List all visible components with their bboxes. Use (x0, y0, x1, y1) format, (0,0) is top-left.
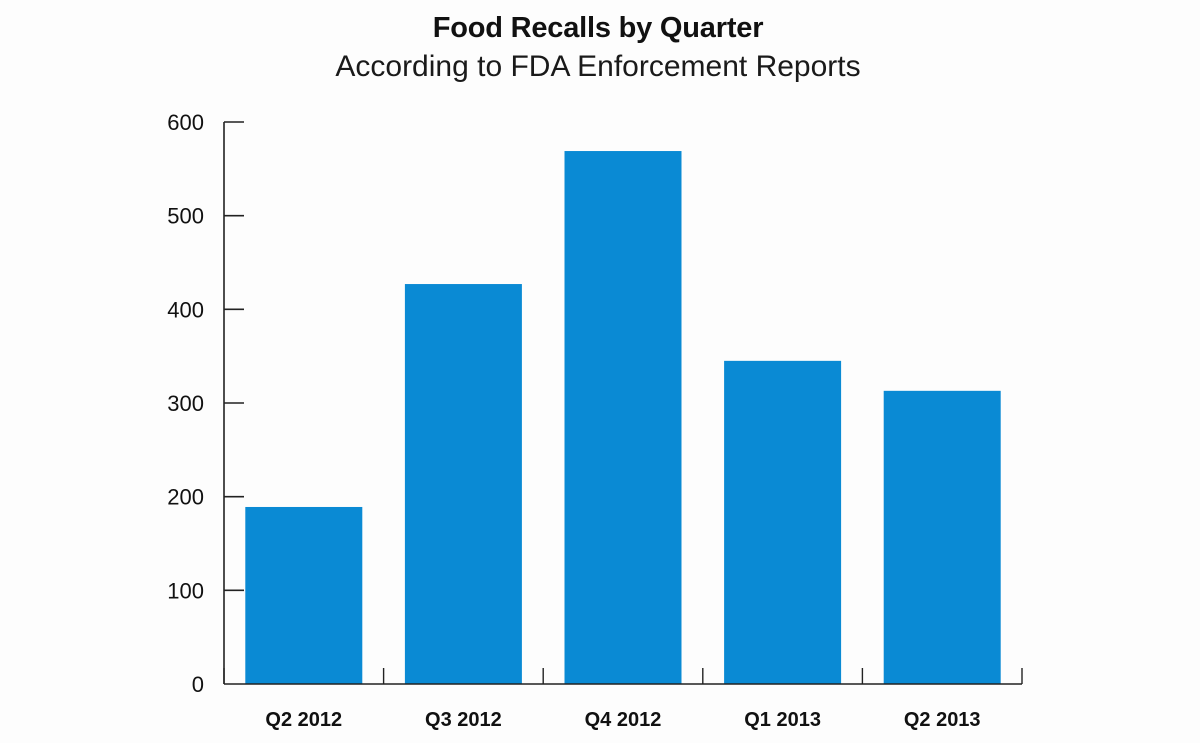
y-tick-label: 400 (167, 297, 204, 322)
y-tick-label: 0 (192, 672, 204, 697)
chart-title: Food Recalls by Quarter (432, 12, 764, 44)
x-tick-label: Q3 2012 (425, 709, 502, 731)
x-tick-label: Q2 2012 (265, 709, 342, 731)
x-tick-label: Q2 2013 (904, 709, 981, 731)
bar-q1-2013 (724, 360, 842, 684)
y-tick-label: 300 (167, 391, 204, 416)
y-axis: 0 100 200 300 400 500 600 (167, 110, 244, 697)
bar-q2-2013 (883, 390, 1001, 684)
y-tick-label: 600 (167, 110, 204, 135)
y-tick-label: 100 (167, 578, 204, 603)
bars (245, 151, 1001, 684)
bar-q4-2012 (564, 151, 682, 684)
x-tick-label: Q4 2012 (585, 709, 662, 731)
y-tick-label: 500 (167, 204, 204, 229)
bar-q2-2012 (245, 506, 363, 684)
y-tick-label: 200 (167, 485, 204, 510)
bar-q3-2012 (404, 284, 522, 684)
x-axis: Q2 2012 Q3 2012 Q4 2012 Q1 2013 Q2 2013 (223, 668, 1023, 731)
x-tick-label: Q1 2013 (744, 709, 821, 731)
chart-subtitle: According to FDA Enforcement Reports (335, 50, 861, 83)
